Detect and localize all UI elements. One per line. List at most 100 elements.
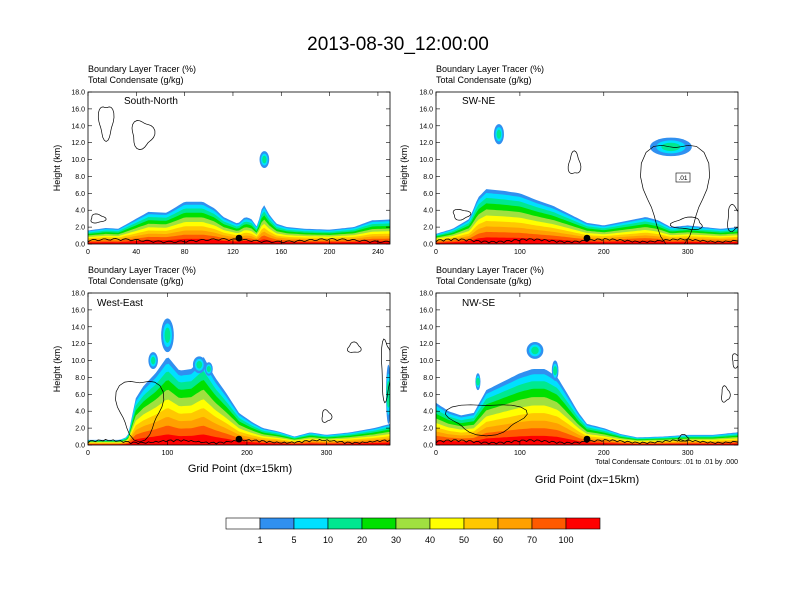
panel-0-line2: Total Condensate (g/kg) xyxy=(88,75,184,85)
panel-1-ytick-label: 18.0 xyxy=(419,90,433,97)
panel-2-ytick-label: 10.0 xyxy=(71,358,85,365)
panel-1-condensate-contour xyxy=(567,150,582,174)
panel-south-north: 0.0 2.0 4.0 6.0 8.0 10.0 12.0 14.0 16.0 18.0 0 40 80… xyxy=(71,90,391,256)
colorbar-swatch-1 xyxy=(259,517,295,530)
colorbar-swatch-4 xyxy=(361,517,397,530)
panel-0-cloud-0-2 xyxy=(262,155,267,164)
panel-1-ylabel: Height (km) xyxy=(399,145,409,192)
panel-2-label: West-East xyxy=(97,298,143,309)
panel-0-ytick-label: 0.0 xyxy=(75,242,85,249)
panel-0-ylabel: Height (km) xyxy=(52,145,62,192)
panel-2-ytick-label: 12.0 xyxy=(71,341,85,348)
panel-1-condensate-contour xyxy=(640,144,710,244)
panel-0-ytick-label: 8.0 xyxy=(75,174,85,181)
panel-1-line1: Boundary Layer Tracer (%) xyxy=(436,64,544,74)
panel-1-line2: Total Condensate (g/kg) xyxy=(436,75,532,85)
panel-3-ytick-label: 16.0 xyxy=(419,307,433,314)
panel-0-xtick-label: 160 xyxy=(275,249,287,256)
panel-2-plot-area xyxy=(88,318,390,445)
colorbar-swatch-5 xyxy=(395,517,431,530)
panel-0-frame xyxy=(87,91,391,245)
panel-0-ytick-label: 6.0 xyxy=(75,191,85,198)
panel-0-ytick-label: 18.0 xyxy=(71,90,85,97)
colorbar-label-100: 100 xyxy=(558,535,573,545)
colorbar-label-20: 20 xyxy=(357,535,367,545)
panel-0-ytick-label: 16.0 xyxy=(71,106,85,113)
panel-3-ytick-label: 6.0 xyxy=(423,392,433,399)
panel-3-ytick-label: 8.0 xyxy=(423,375,433,382)
panel-2-frame xyxy=(87,292,391,446)
panel-1-xtick-label: 0 xyxy=(434,249,438,256)
panel-2-ytick-label: 14.0 xyxy=(71,324,85,331)
panel-2-ytick-label: 4.0 xyxy=(75,409,85,416)
panel-3-ytick-label: 12.0 xyxy=(419,341,433,348)
panel-2-cloud-1-2 xyxy=(151,356,156,365)
panel-2-xtick-label: 200 xyxy=(241,450,253,457)
panel-3-label: NW-SE xyxy=(462,298,495,309)
panel-2-ylabel: Height (km) xyxy=(52,346,62,393)
panel-0-plot-area xyxy=(88,106,390,244)
panel-3-ylabel: Height (km) xyxy=(399,346,409,393)
panel-1-condensate-contour xyxy=(727,203,738,233)
panel-1-ytick-label: 14.0 xyxy=(419,123,433,130)
colorbar-swatch-0 xyxy=(225,517,261,530)
panel-2-ytick-label: 2.0 xyxy=(75,426,85,433)
panel-3-location-marker xyxy=(583,435,591,443)
panel-2-ytick-label: 0.0 xyxy=(75,443,85,450)
panel-0-ytick-label: 4.0 xyxy=(75,208,85,215)
colorbar-swatch-9 xyxy=(531,517,567,530)
panel-3-xtick-label: 300 xyxy=(682,450,694,457)
panel-3-frame xyxy=(435,292,739,446)
colorbar-swatch-3 xyxy=(327,517,363,530)
panel-3-terrain xyxy=(436,439,738,445)
panel-1-ytick-label: 10.0 xyxy=(419,157,433,164)
colorbar-label-5: 5 xyxy=(291,535,296,545)
panel-1-condensate-contour xyxy=(669,216,703,230)
panel-3-condensate-contour xyxy=(721,385,731,403)
contour-label-box xyxy=(675,172,691,183)
panel-3-condensate-contour xyxy=(731,353,738,369)
panel-3-ytick-label: 14.0 xyxy=(419,324,433,331)
panel-west-east: 0.0 2.0 4.0 6.0 8.0 10.0 12.0 14.0 16.0 18.0 0 100 2… xyxy=(71,291,391,457)
panel-2-condensate-contour xyxy=(347,341,362,353)
colorbar-label-60: 60 xyxy=(493,535,503,545)
panel-1-ytick-label: 2.0 xyxy=(423,225,433,232)
panel-2-ytick-label: 6.0 xyxy=(75,392,85,399)
panel-1-xtick-label: 300 xyxy=(682,249,694,256)
panel-0-line1: Boundary Layer Tracer (%) xyxy=(88,64,196,74)
panel-1-label: SW-NE xyxy=(462,96,495,107)
panel-2-ytick-label: 16.0 xyxy=(71,307,85,314)
panel-3-ytick-label: 10.0 xyxy=(419,358,433,365)
panel-0-xtick-label: 120 xyxy=(227,249,239,256)
colorbar-swatch-2 xyxy=(293,517,329,530)
panel-0-xtick-label: 0 xyxy=(86,249,90,256)
panel-2-ytick-label: 18.0 xyxy=(71,291,85,298)
panel-0-ytick-label: 14.0 xyxy=(71,123,85,130)
panel-1-plot-area xyxy=(436,124,738,244)
colorbar-label-10: 10 xyxy=(323,535,333,545)
panel-2-xlabel: Grid Point (dx=15km) xyxy=(188,463,292,475)
panel-sw-ne: 0.0 2.0 4.0 6.0 8.0 10.0 12.0 14.0 16.0 18.0 0 100 2… xyxy=(419,90,739,256)
panel-2-condensate-contour xyxy=(321,409,333,423)
panel-1-location-marker xyxy=(583,234,591,242)
panel-0-ytick-label: 12.0 xyxy=(71,140,85,147)
colorbar-swatch-7 xyxy=(463,517,499,530)
colorbar-label-1: 1 xyxy=(257,535,262,545)
panel-3-ytick-label: 2.0 xyxy=(423,426,433,433)
panel-0-condensate-contour xyxy=(90,213,107,224)
panel-1-frame xyxy=(435,91,739,245)
colorbar-swatch-10 xyxy=(565,517,601,530)
panel-0-xtick-label: 200 xyxy=(324,249,336,256)
panel-3-cloud-1-2 xyxy=(553,366,558,376)
panel-3-plot-area xyxy=(436,341,738,445)
panel-1-cloud-0-2 xyxy=(496,129,502,139)
panel-1-xtick-label: 100 xyxy=(514,249,526,256)
panel-3-cloud-0-2 xyxy=(531,346,539,355)
panel-2-xtick-label: 300 xyxy=(321,450,333,457)
panel-3-condensate-contour xyxy=(677,433,690,442)
panel-0-xtick-label: 80 xyxy=(181,249,189,256)
panel-1-ytick-label: 16.0 xyxy=(419,106,433,113)
panel-0-condensate-contour xyxy=(131,120,156,150)
panel-3-ytick-label: 18.0 xyxy=(419,291,433,298)
panel-1-ytick-label: 4.0 xyxy=(423,208,433,215)
